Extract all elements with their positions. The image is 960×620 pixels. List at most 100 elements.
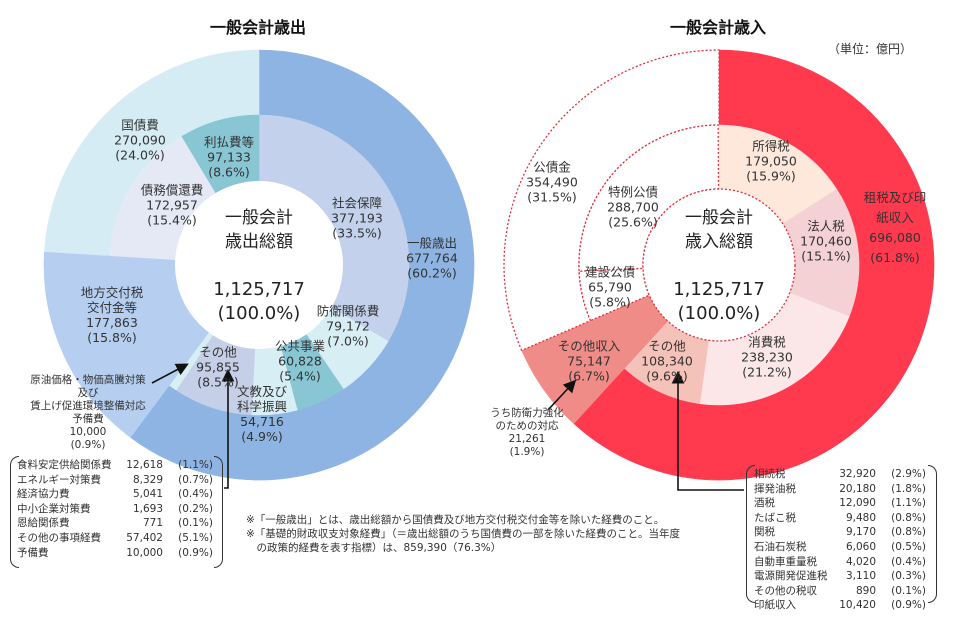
- breakdown-value: 57,402: [126, 531, 163, 544]
- breakdown-row: 相続税 32,920 (2.9%): [754, 467, 926, 482]
- breakdown-percent: (0.8%): [891, 511, 926, 524]
- breakdown-label: その他の事項経費: [17, 531, 101, 544]
- breakdown-percent: (0.5%): [891, 540, 926, 553]
- breakdown-row: 関税 9,170 (0.8%): [754, 525, 926, 540]
- label-kensetsu-kousai: 建設公債 65,790 (5.8%): [584, 264, 636, 310]
- breakdown-value: 8,329: [132, 473, 163, 486]
- breakdown-value: 6,060: [845, 540, 876, 553]
- breakdown-label: 自動車重量税: [754, 555, 817, 568]
- breakdown-percent: (0.9%): [891, 599, 926, 612]
- breakdown-label: 関税: [754, 526, 775, 539]
- breakdown-row: 自動車重量税 4,020 (0.4%): [754, 555, 926, 570]
- label-reserve-fund: 原油価格・物価高騰対策 及び 賃上げ促進環境整備対応 予備費 10,000 (0.9…: [30, 374, 146, 451]
- breakdown-row: 中小企業対策費 1,693 (0.2%): [17, 502, 213, 517]
- breakdown-label: 石油石炭税: [754, 540, 807, 553]
- breakdown-percent: (0.8%): [891, 526, 926, 539]
- revenue-other-breakdown: 相続税 32,920 (2.9%) 揮発油税 20,180 (1.8%) 酒税 12,090 (…: [754, 467, 926, 613]
- expenditure-title: 一般会計歳出: [209, 18, 307, 37]
- arrow-defense: [547, 379, 577, 411]
- breakdown-label: 相続税: [754, 468, 786, 480]
- label-exp-other: その他 95,855 (8.5%): [196, 344, 240, 390]
- breakdown-label: 食料安定供給関係費: [17, 459, 112, 471]
- label-bouei: 防衛関係費 79,172 (7.0%): [316, 303, 380, 349]
- breakdown-row: 予備費 10,000 (0.9%): [17, 546, 213, 561]
- arrow-rev-other: [671, 370, 744, 491]
- label-sonota-shuunyuu: その他収入 75,147 (6.7%): [557, 338, 621, 384]
- arrow-exp-other: [221, 368, 235, 489]
- label-shouhizei: 消費税 238,230 (21.2%): [741, 334, 793, 380]
- donut-hole: [642, 188, 796, 342]
- breakdown-row: 印紙収入 10,420 (0.9%): [754, 598, 926, 613]
- breakdown-value: 10,420: [839, 599, 876, 612]
- breakdown-percent: (0.4%): [891, 555, 926, 568]
- breakdown-row: 経済協力費 5,041 (0.4%): [17, 487, 213, 502]
- donut-hole: [175, 181, 343, 349]
- label-defense-callout: うち防衛力強化 のための対応 21,261 (1.9%): [490, 407, 564, 458]
- breakdown-percent: (1.1%): [891, 497, 926, 510]
- breakdown-value: 32,920: [839, 468, 876, 480]
- bracket-right: [928, 465, 937, 603]
- breakdown-percent: (1.1%): [178, 459, 213, 471]
- breakdown-percent: (0.1%): [891, 584, 926, 597]
- breakdown-row: 恩給関係費 771 (0.1%): [17, 516, 213, 531]
- arrow-reserve: [151, 363, 189, 384]
- breakdown-value: 12,618: [126, 459, 163, 471]
- breakdown-percent: (0.3%): [891, 570, 926, 583]
- breakdown-value: 1,693: [132, 502, 163, 515]
- breakdown-value: 4,020: [845, 555, 876, 568]
- bracket-right: [214, 456, 223, 568]
- breakdown-row: 揮発油税 20,180 (1.8%): [754, 482, 926, 497]
- breakdown-value: 890: [855, 584, 876, 597]
- breakdown-value: 9,170: [845, 526, 876, 539]
- footnote: ※「一般歳出」とは、歳出総額から国債費及び地方交付税交付金等を除いた経費のこと。: [246, 514, 665, 526]
- label-shakai-hoshou: 社会保障 377,193 (33.5%): [331, 195, 383, 241]
- breakdown-row: 酒税 12,090 (1.1%): [754, 496, 926, 511]
- footnote: ※「基礎的財政収支対象経費」（＝歳出総額のうち国債費の一部を除いた経費のこと。当…: [246, 528, 681, 554]
- label-kousaikin: 公債金 354,490 (31.5%): [526, 159, 578, 205]
- breakdown-value: 5,041: [132, 488, 163, 501]
- label-ippan-saishutsu: 一般歳出 677,764 (60.2%): [406, 235, 458, 281]
- breakdown-row: その他の事項経費 57,402 (5.1%): [17, 531, 213, 546]
- breakdown-value: 3,110: [845, 570, 876, 583]
- breakdown-label: 揮発油税: [754, 482, 796, 495]
- breakdown-percent: (0.4%): [178, 488, 213, 501]
- label-kokusaihi: 国債費 270,090 (24.0%): [114, 117, 166, 163]
- footnotes: ※「一般歳出」とは、歳出総額から国債費及び地方交付税交付金等を除いた経費のこと。…: [246, 513, 680, 555]
- breakdown-label: 印紙収入: [754, 599, 796, 612]
- label-sozei: 租税及び印紙収入 696,080 (61.8%): [863, 190, 927, 265]
- label-ribarai: 利払費等 97,133 (8.6%): [203, 134, 255, 180]
- breakdown-label: 予備費: [17, 546, 49, 559]
- revenue-inner-segment-6: [578, 124, 720, 272]
- breakdown-label: エネルギー対策費: [17, 473, 101, 486]
- breakdown-percent: (1.8%): [891, 482, 926, 495]
- breakdown-label: たばこ税: [754, 511, 796, 524]
- breakdown-row: エネルギー対策費 8,329 (0.7%): [17, 473, 213, 488]
- breakdown-value: 9,480: [845, 511, 876, 524]
- breakdown-percent: (0.1%): [178, 517, 213, 530]
- breakdown-value: 10,000: [126, 546, 163, 559]
- breakdown-label: 中小企業対策費: [17, 502, 91, 515]
- breakdown-percent: (0.2%): [178, 502, 213, 515]
- breakdown-row: 電源開発促進税 3,110 (0.3%): [754, 569, 926, 584]
- revenue-center-label: 一般会計 歳入総額 1,125,717 (100.0%): [673, 208, 765, 324]
- breakdown-label: 経済協力費: [17, 488, 70, 501]
- breakdown-percent: (0.7%): [178, 473, 213, 486]
- callout-arrows: [151, 363, 744, 491]
- breakdown-label: 恩給関係費: [17, 517, 70, 530]
- breakdown-label: 酒税: [754, 497, 775, 510]
- label-shotokuzei: 所得税 179,050 (15.9%): [745, 138, 797, 184]
- label-koukyou-jigyou: 公共事業 60,828 (5.4%): [274, 338, 326, 384]
- breakdown-value: 20,180: [839, 482, 876, 495]
- unit-label: （単位：億円）: [828, 42, 913, 56]
- label-bunkyou: 文教及び 科学振興 54,716 (4.9%): [236, 384, 288, 444]
- breakdown-row: たばこ税 9,480 (0.8%): [754, 511, 926, 526]
- label-tokurei-kousai: 特例公債 288,700 (25.6%): [607, 184, 659, 230]
- breakdown-label: 電源開発促進税: [754, 570, 828, 583]
- label-saimu-shoukan: 債務償還費 172,957 (15.4%): [140, 182, 204, 228]
- breakdown-row: その他の税収 890 (0.1%): [754, 584, 926, 599]
- breakdown-row: 食料安定供給関係費 12,618 (1.1%): [17, 458, 213, 473]
- expenditure-center-label: 一般会計 歳出総額 1,125,717 (100.0%): [213, 208, 305, 324]
- expenditure-other-breakdown: 食料安定供給関係費 12,618 (1.1%) エネルギー対策費 8,329 (0.7%)…: [17, 458, 213, 560]
- revenue-title: 一般会計歳入: [669, 18, 767, 37]
